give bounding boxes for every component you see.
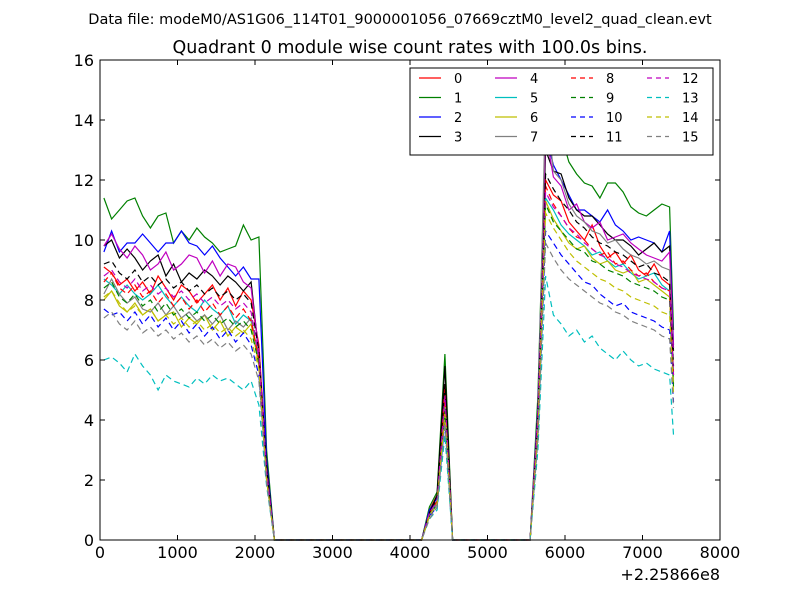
series-line-10: [103, 229, 675, 541]
y-tick-label: 2: [84, 471, 94, 490]
x-tick-label: 4000: [390, 543, 431, 562]
series-line-5: [103, 196, 675, 541]
series-line-0: [103, 177, 675, 541]
legend-label-1: 1: [454, 92, 462, 107]
legend-label-5: 5: [530, 92, 538, 107]
series-line-13: [103, 275, 675, 541]
legend-label-10: 10: [606, 111, 623, 126]
y-tick-label: 14: [74, 111, 94, 130]
chart-suptitle: Data file: modeM0/AS1G06_114T01_90000010…: [88, 12, 712, 28]
legend-box: [409, 67, 714, 156]
legend-label-15: 15: [682, 131, 699, 146]
legend-label-12: 12: [682, 72, 699, 87]
y-tick-label: 10: [74, 231, 94, 250]
chart-title: Quadrant 0 module wise count rates with …: [173, 38, 648, 58]
x-tick-label: 6000: [545, 543, 586, 562]
x-tick-label: 8000: [700, 543, 741, 562]
y-tick-label: 8: [84, 291, 94, 310]
legend-label-2: 2: [454, 111, 462, 126]
y-tick-label: 16: [74, 51, 94, 70]
legend-label-14: 14: [682, 111, 699, 126]
series-line-6: [103, 200, 675, 541]
y-tick-label: 6: [84, 351, 94, 370]
x-tick-label: 3000: [312, 543, 353, 562]
series-line-2: [103, 134, 675, 541]
x-offset-label: +2.25866e8: [620, 565, 720, 584]
y-tick-label: 4: [84, 411, 94, 430]
series-line-7: [103, 98, 675, 541]
series-line-14: [103, 210, 675, 541]
x-tick-label: 2000: [235, 543, 276, 562]
series-line-3: [103, 149, 675, 541]
legend-label-7: 7: [530, 131, 538, 146]
x-tick-label: 0: [95, 543, 105, 562]
legend-label-8: 8: [606, 72, 614, 87]
series-line-11: [103, 171, 675, 541]
legend-label-13: 13: [682, 92, 699, 107]
legend-label-3: 3: [454, 131, 462, 146]
legend-label-9: 9: [606, 92, 614, 107]
series-line-15: [103, 240, 675, 541]
x-tick-label: 7000: [622, 543, 663, 562]
legend-label-4: 4: [530, 72, 538, 87]
series-line-4: [103, 131, 675, 541]
x-tick-label: 1000: [157, 543, 198, 562]
axis-ticks: 0 1000 2000 3000 4000 5000 6000 7000 80000246810…: [74, 51, 741, 562]
series-line-9: [103, 203, 675, 541]
legend-label-0: 0: [454, 72, 462, 87]
legend-label-6: 6: [530, 111, 538, 126]
y-tick-label: 12: [74, 171, 94, 190]
x-tick-label: 5000: [467, 543, 508, 562]
legend-label-11: 11: [606, 131, 623, 146]
plot-lines: [103, 98, 675, 541]
y-tick-label: 0: [84, 531, 94, 550]
